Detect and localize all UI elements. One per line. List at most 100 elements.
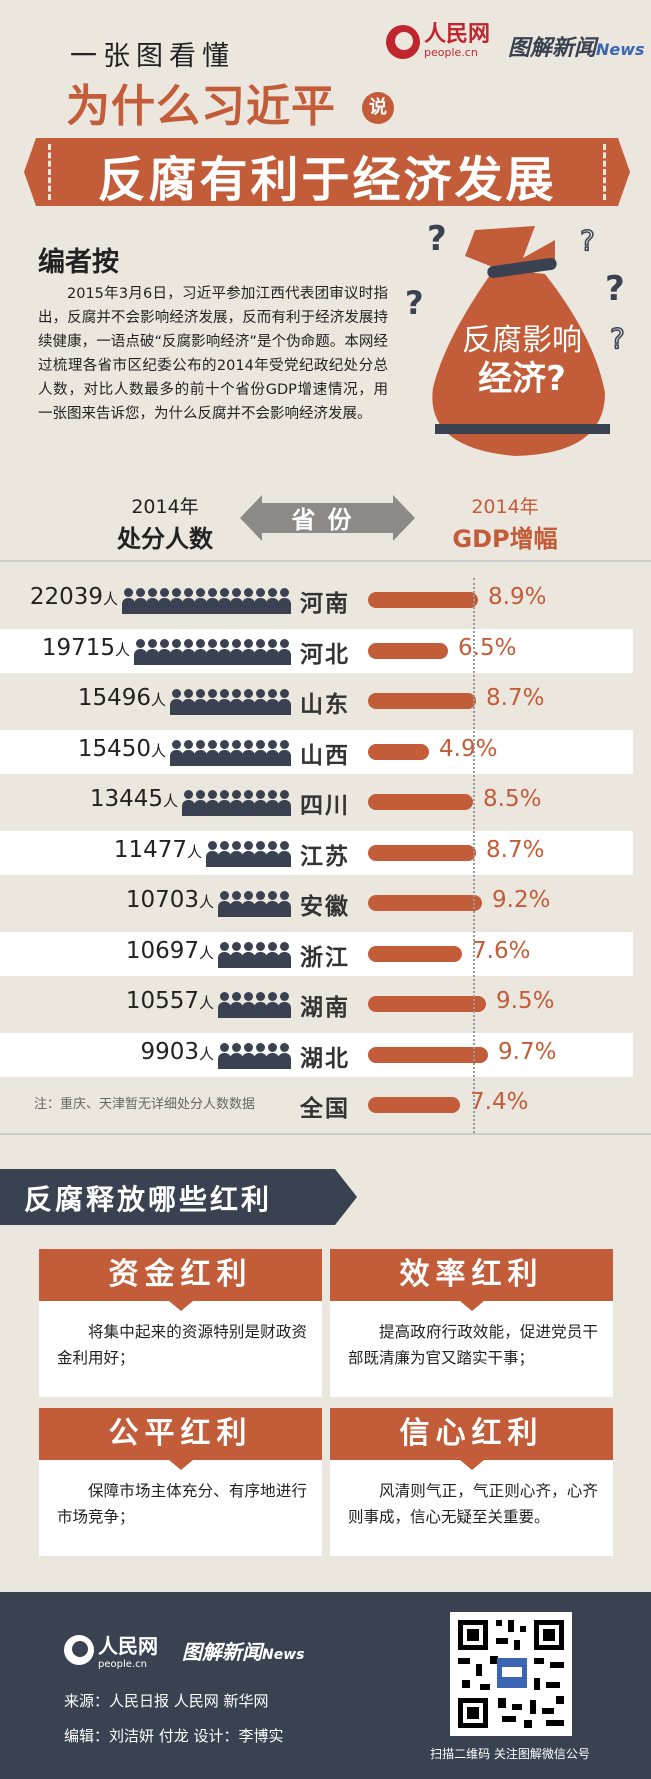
count-unit: 人 — [198, 1044, 214, 1063]
qr-caption: 扫描二维码 关注图解微信公号 — [430, 1747, 590, 1761]
benefit-card-body: 风清则气正，气正则心齐，心齐则事成，信心无疑至关重要。 — [348, 1482, 598, 1526]
person-icon — [218, 790, 231, 816]
punished-count: 15450人 — [78, 736, 166, 762]
province-label: 浙江 — [300, 944, 350, 971]
people-logo-icon — [386, 24, 420, 59]
punished-count: 10703人 — [126, 887, 214, 913]
person-icon — [266, 588, 279, 614]
footer-people-logo[interactable]: 人民网 people.cn — [64, 1630, 158, 1670]
person-icon — [242, 689, 255, 715]
person-icon — [134, 638, 147, 665]
person-icon — [254, 689, 267, 715]
people-icons — [170, 689, 291, 717]
person-icon — [206, 840, 219, 867]
person-icon — [278, 790, 291, 816]
footer-logo-site: people.cn — [98, 1659, 147, 1670]
person-icon — [158, 588, 171, 614]
person-icon — [242, 1042, 255, 1069]
gdp-bar — [368, 743, 429, 760]
punished-count: 15496人 — [78, 685, 166, 711]
person-icon — [182, 588, 195, 614]
benefits-title: 反腐释放哪些红利 — [24, 1183, 273, 1216]
table-row: 11477人 江苏 8.7% — [0, 830, 633, 875]
person-icon — [242, 840, 255, 867]
person-icon — [230, 992, 243, 1018]
footer-tujie-logo[interactable]: 图解新闻News — [182, 1636, 304, 1665]
left-year: 2014年 — [131, 496, 199, 518]
province-label: 湖北 — [300, 1045, 350, 1072]
bag-text-line1: 反腐影响 — [462, 323, 582, 358]
person-icon — [230, 588, 243, 614]
person-icon — [254, 941, 267, 968]
benefit-card-title: 资金红利 — [39, 1249, 322, 1311]
benefit-card-body: 将集中起来的资源特别是财政资金利用好； — [57, 1323, 307, 1367]
person-icon — [254, 992, 267, 1018]
title-small-circle: 说 — [362, 92, 394, 124]
count-unit: 人 — [198, 893, 214, 911]
right-column-header: 2014年 GDP增幅 — [440, 492, 570, 554]
count-value: 15496 — [77, 685, 151, 711]
table-note: 注：重庆、天津暂无详细处分人数数据 — [34, 1097, 256, 1112]
person-icon — [194, 689, 207, 715]
table-row: 13445人 四川 8.5% — [0, 780, 633, 824]
person-icon — [278, 992, 291, 1018]
person-icon — [206, 689, 219, 715]
middle-label: 省份 — [291, 506, 364, 534]
gdp-bar — [368, 642, 448, 659]
person-icon — [278, 638, 291, 665]
table-row: 10697人 浙江 7.6% — [0, 931, 633, 976]
gdp-bar — [368, 693, 476, 709]
person-icon — [266, 891, 279, 917]
person-icon — [218, 891, 231, 917]
person-icon — [170, 588, 183, 614]
person-icon — [278, 689, 291, 715]
count-unit: 人 — [198, 943, 214, 962]
table-row: 10557人 湖南 9.5% — [0, 982, 633, 1026]
editor-note-title: 编者按 — [38, 247, 119, 278]
person-icon — [242, 739, 255, 766]
person-icon — [122, 588, 135, 614]
person-icon — [254, 638, 267, 665]
person-icon — [230, 941, 243, 968]
count-unit: 人 — [114, 640, 130, 659]
count-unit: 人 — [150, 741, 166, 760]
left-label: 处分人数 — [117, 525, 213, 553]
count-value: 10697 — [125, 937, 199, 964]
person-icon — [242, 891, 255, 917]
count-unit: 人 — [198, 994, 214, 1012]
benefit-card-title: 效率红利 — [330, 1249, 613, 1311]
person-icon — [230, 689, 243, 715]
gdp-bar — [368, 996, 486, 1012]
tujie-news-logo[interactable]: 图解新闻News — [508, 30, 645, 62]
gdp-value: 7.4% — [470, 1089, 529, 1115]
question-mark-icon: ? — [427, 219, 447, 259]
gdp-bar — [368, 592, 478, 608]
money-bag-illustration: ? ? ? ? ? 反腐影响 经济? — [405, 219, 626, 456]
province-label: 山西 — [300, 742, 350, 769]
benefit-card: 资金红利 将集中起来的资源特别是财政资金利用好； — [39, 1249, 322, 1397]
people-daily-logo[interactable]: 人民网 people.cn — [386, 24, 490, 59]
count-unit: 人 — [186, 842, 202, 861]
person-icon — [242, 638, 255, 665]
person-icon — [242, 992, 255, 1018]
qr-code[interactable] — [450, 1612, 572, 1736]
table-row: 19715人 河北 6.5% — [0, 628, 633, 673]
gdp-value: 9.2% — [492, 887, 551, 913]
count-value: 22039 — [29, 584, 103, 610]
benefit-card-body: 提高政府行政效能，促进党员干部既清廉为官又踏实干事； — [348, 1323, 598, 1367]
gdp-value: 8.7% — [486, 685, 545, 711]
people-icons — [170, 739, 291, 768]
logo-site: people.cn — [424, 46, 478, 59]
people-icons — [218, 891, 291, 919]
person-icon — [242, 588, 255, 614]
person-icon — [218, 941, 231, 968]
footer-source: 来源：人民日报 人民网 新华网 — [64, 1692, 269, 1710]
person-icon — [278, 891, 291, 917]
table-row: 9903人 湖北 9.7% — [0, 1032, 633, 1077]
footer-logo-name: 人民网 — [98, 1634, 158, 1658]
person-icon — [278, 739, 291, 766]
person-icon — [218, 840, 231, 867]
gdp-bar — [368, 844, 476, 861]
person-icon — [218, 689, 231, 715]
gdp-bar — [368, 794, 473, 810]
